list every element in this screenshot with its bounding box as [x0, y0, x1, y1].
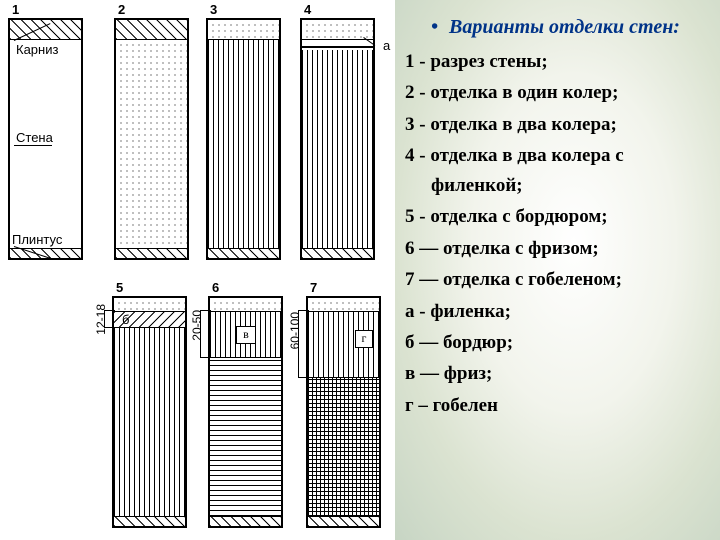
label-b: б: [122, 312, 129, 327]
legend-item: 4 - отделка в два колера с филенкой;: [405, 141, 706, 200]
panel-number-5: 5: [116, 280, 123, 295]
legend-item: б — бордюр;: [405, 328, 706, 357]
legend-item: 2 - отделка в один колер;: [405, 78, 706, 107]
panel-3: [206, 18, 281, 260]
label-stena: Стена: [16, 130, 53, 145]
bullet-icon: •: [431, 16, 438, 38]
panel-2: [114, 18, 189, 260]
panel-number-6: 6: [212, 280, 219, 295]
panel-number-7: 7: [310, 280, 317, 295]
legend-item: 1 - разрез стены;: [405, 47, 706, 76]
label-g: г: [355, 330, 373, 348]
legend-item: 6 — отделка с фризом;: [405, 234, 706, 263]
panel-7: г: [306, 296, 381, 528]
legend-item: 5 - отделка с бордюром;: [405, 202, 706, 231]
diagram-area: 1 2 3 4 Карниз Стена Плинтус: [0, 0, 395, 540]
legend-item: г – гобелен: [405, 391, 706, 420]
panel-number-2: 2: [118, 2, 125, 17]
panel-number-3: 3: [210, 2, 217, 17]
legend-item: 7 — отделка с гобеленом;: [405, 265, 706, 294]
legend-title: • Варианты отделки стен:: [401, 16, 710, 39]
panel-5: [112, 296, 187, 528]
panel-number-1: 1: [12, 2, 19, 17]
legend-item: а - филенка;: [405, 297, 706, 326]
legend-panel: • Варианты отделки стен: 1 - разрез стен…: [395, 0, 720, 540]
label-karniz: Карниз: [16, 42, 58, 57]
panel-number-4: 4: [304, 2, 311, 17]
legend-list: 1 - разрез стены; 2 - отделка в один кол…: [401, 47, 710, 420]
legend-title-text: Варианты отделки стен:: [449, 16, 680, 38]
panel-4: [300, 18, 375, 260]
label-v: в: [236, 326, 256, 344]
legend-item: 3 - отделка в два колера;: [405, 110, 706, 139]
label-a: а: [383, 38, 390, 53]
panel-6: в: [208, 296, 283, 528]
legend-item: в — фриз;: [405, 359, 706, 388]
label-plintus: Плинтус: [12, 232, 62, 247]
